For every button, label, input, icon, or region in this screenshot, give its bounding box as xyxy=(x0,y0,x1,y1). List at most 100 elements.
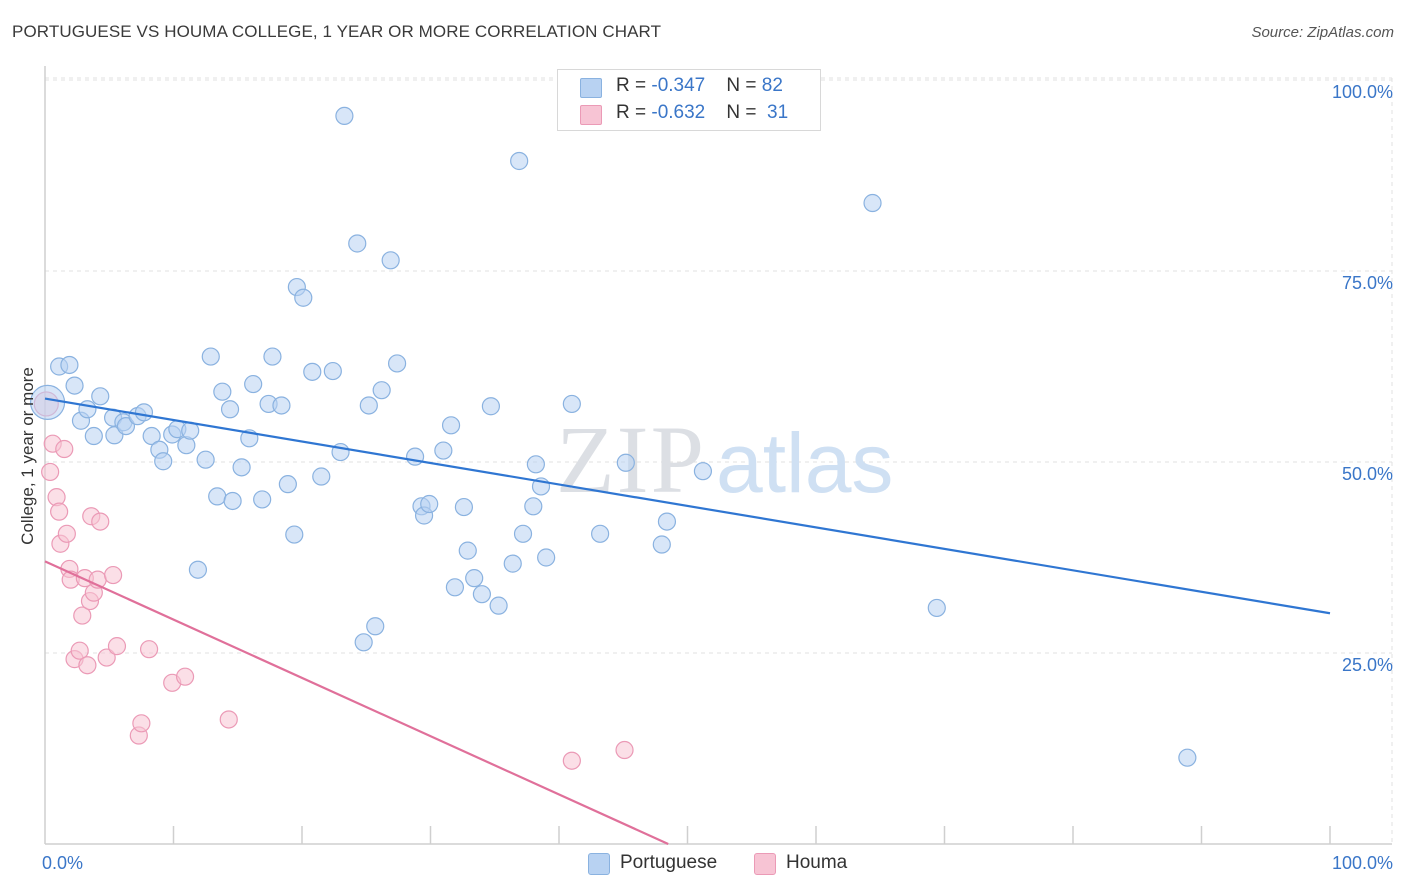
portuguese-point xyxy=(652,535,671,554)
portuguese-point xyxy=(562,394,581,414)
portuguese-point xyxy=(263,347,282,366)
portuguese-point xyxy=(693,462,713,481)
portuguese-point xyxy=(323,361,342,381)
portuguese-point xyxy=(481,397,500,416)
y-tick-label: 50.0% xyxy=(1342,464,1393,484)
portuguese-point xyxy=(223,491,242,511)
watermark: ZIP atlas xyxy=(556,406,893,513)
portuguese-point xyxy=(208,487,227,506)
houma-point xyxy=(78,656,97,675)
houma-point xyxy=(562,751,581,770)
portuguese-point xyxy=(142,426,161,446)
portuguese-point xyxy=(387,354,407,373)
portuguese-point xyxy=(359,396,378,415)
portuguese-point xyxy=(91,387,110,406)
portuguese-point xyxy=(434,441,453,460)
portuguese-point xyxy=(441,416,461,435)
portuguese-point xyxy=(513,524,533,543)
portuguese-point xyxy=(526,455,545,474)
y-axis-label: College, 1 year or more xyxy=(18,367,37,545)
y-tick-label: 25.0% xyxy=(1342,655,1393,675)
portuguese-point xyxy=(294,288,313,307)
portuguese-point xyxy=(381,251,400,270)
portuguese-swatch xyxy=(580,78,602,98)
legend-houma-n-value: 31 xyxy=(767,102,789,123)
tick-labels: 25.0% 50.0% 75.0% 100.0% 0.0% 100.0% xyxy=(42,82,1393,873)
axis-layer xyxy=(44,66,1392,845)
y-tick-label: 75.0% xyxy=(1342,273,1393,293)
portuguese-points xyxy=(29,106,1197,767)
x-tick-label-min: 0.0% xyxy=(42,853,83,873)
legend-portuguese-n-value: 82 xyxy=(761,75,783,96)
houma-point xyxy=(132,714,151,733)
portuguese-point xyxy=(84,426,103,446)
portuguese-point xyxy=(405,447,425,466)
portuguese-point xyxy=(244,374,263,394)
houma-point xyxy=(219,710,238,729)
watermark-atlas: atlas xyxy=(716,416,893,510)
portuguese-point xyxy=(232,458,251,477)
legend-portuguese-r-value: -0.347 xyxy=(651,75,706,96)
legend-houma-r-value: -0.632 xyxy=(651,102,706,123)
portuguese-point xyxy=(458,541,477,560)
portuguese-point xyxy=(312,467,331,486)
houma-point xyxy=(107,637,127,656)
portuguese-point xyxy=(348,234,367,253)
portuguese-point xyxy=(201,347,220,366)
portuguese-point xyxy=(78,400,97,419)
portuguese-point xyxy=(60,355,79,375)
portuguese-point xyxy=(454,497,474,517)
portuguese-point xyxy=(196,450,215,469)
portuguese-point xyxy=(420,494,439,514)
portuguese-point xyxy=(489,596,508,615)
legend-r-label: R = xyxy=(616,75,652,96)
portuguese-point xyxy=(524,497,543,516)
portuguese-legend-swatch xyxy=(588,853,610,875)
portuguese-point xyxy=(927,598,946,618)
portuguese-point xyxy=(335,106,354,126)
houma-legend-label: Houma xyxy=(786,852,848,873)
portuguese-point xyxy=(657,512,677,531)
portuguese-point xyxy=(253,490,272,509)
houma-point xyxy=(50,502,69,521)
portuguese-point xyxy=(278,475,297,494)
houma-trend-line xyxy=(44,560,669,846)
portuguese-point xyxy=(65,376,84,395)
portuguese-trend-line xyxy=(44,397,1331,615)
portuguese-point xyxy=(366,617,385,636)
houma-point xyxy=(175,667,195,686)
chart-title: PORTUGUESE VS HOUMA COLLEGE, 1 YEAR OR M… xyxy=(12,22,662,41)
legend-n-label: N = xyxy=(726,75,762,96)
houma-swatch xyxy=(580,105,602,125)
houma-point xyxy=(73,606,92,625)
portuguese-point xyxy=(465,569,484,588)
portuguese-point xyxy=(372,381,391,400)
portuguese-legend-label: Portuguese xyxy=(620,852,718,873)
portuguese-point xyxy=(116,416,136,436)
portuguese-point xyxy=(285,525,304,544)
portuguese-point xyxy=(220,400,240,419)
houma-point xyxy=(615,740,634,760)
portuguese-point xyxy=(510,151,529,171)
portuguese-point xyxy=(537,548,556,567)
houma-point xyxy=(91,512,110,531)
source-label: Source: ZipAtlas.com xyxy=(1251,24,1394,41)
portuguese-point xyxy=(303,362,322,381)
portuguese-point xyxy=(213,382,232,401)
portuguese-point xyxy=(591,524,610,543)
portuguese-point xyxy=(472,585,491,604)
portuguese-point xyxy=(272,396,291,415)
portuguese-point xyxy=(154,452,173,471)
houma-point xyxy=(57,524,76,543)
correlation-legend: R = -0.347 N = 82 R = -0.632 N = 31 xyxy=(557,69,821,131)
portuguese-point xyxy=(134,403,154,422)
portuguese-point xyxy=(188,560,208,579)
portuguese-point xyxy=(616,453,635,472)
portuguese-point xyxy=(1178,748,1197,767)
trend-lines xyxy=(44,397,1331,846)
houma-point xyxy=(41,462,60,482)
legend-n-label: N = xyxy=(726,102,762,123)
houma-point xyxy=(139,640,159,659)
legend-r-label: R = xyxy=(616,102,652,123)
